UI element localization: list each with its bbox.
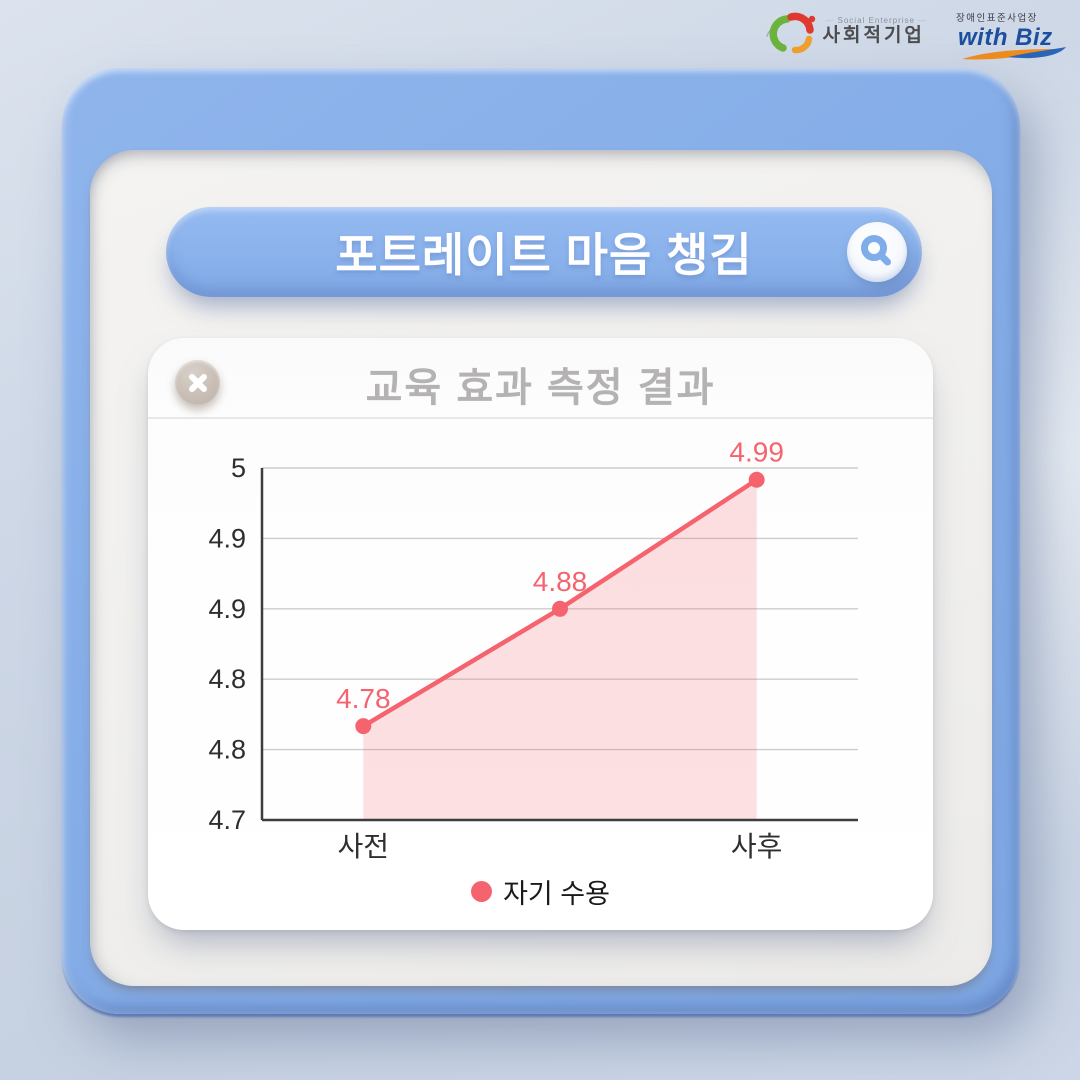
social-enterprise-subtitle: Social Enterprise — [823, 16, 930, 26]
chart-card: 교육 효과 측정 결과 5 4.9 4.9 4.8 4.8 4.7 4.78 사전 4.88 4.… — [148, 338, 933, 930]
withbiz-subtitle: 장애인표준사업장 — [956, 13, 1038, 24]
svg-text:4.88: 4.88 — [533, 566, 588, 597]
svg-text:사후: 사후 — [731, 831, 783, 862]
search-button[interactable] — [847, 222, 907, 282]
legend-dot-icon — [471, 881, 493, 902]
withbiz-title: with Biz — [958, 23, 1053, 51]
social-enterprise-flower-icon — [765, 12, 815, 54]
withbiz-logo: 장애인표준사업장 with Biz — [956, 14, 1066, 61]
browser-window: 포트레이트 마음 챙김 교육 — [62, 68, 1020, 1014]
search-bar-title: 포트레이트 마음 챙김 — [335, 229, 753, 281]
svg-text:4.9: 4.9 — [208, 594, 246, 624]
svg-text:사전: 사전 — [338, 831, 390, 862]
chart-card-header: 교육 효과 측정 결과 — [148, 338, 933, 419]
search-bar[interactable]: 포트레이트 마음 챙김 — [166, 207, 922, 297]
window-content-panel: 포트레이트 마음 챙김 교육 — [90, 150, 992, 986]
close-button[interactable] — [175, 360, 220, 405]
social-enterprise-title: 사회적기업 — [822, 24, 925, 46]
withbiz-swoosh-icon — [962, 47, 1066, 60]
chart-title: 교육 효과 측정 결과 — [365, 365, 716, 410]
svg-text:4.9: 4.9 — [208, 523, 246, 553]
svg-text:5: 5 — [231, 453, 246, 483]
header-logos: Social Enterprise 사회적기업 장애인표준사업장 with Bi… — [765, 10, 1066, 61]
svg-text:4.99: 4.99 — [729, 437, 784, 468]
svg-text:4.7: 4.7 — [208, 805, 246, 835]
line-chart: 5 4.9 4.9 4.8 4.8 4.7 4.78 사전 4.88 4.99 사후 — [208, 437, 858, 862]
chart-legend: 자기 수용 — [148, 872, 933, 911]
svg-text:4.8: 4.8 — [208, 735, 246, 765]
svg-text:4.78: 4.78 — [336, 683, 391, 714]
legend-label: 자기 수용 — [503, 879, 610, 909]
search-icon — [861, 235, 891, 266]
social-enterprise-logo: Social Enterprise 사회적기업 — [765, 10, 930, 54]
close-icon — [188, 373, 207, 392]
svg-text:4.8: 4.8 — [208, 664, 246, 694]
